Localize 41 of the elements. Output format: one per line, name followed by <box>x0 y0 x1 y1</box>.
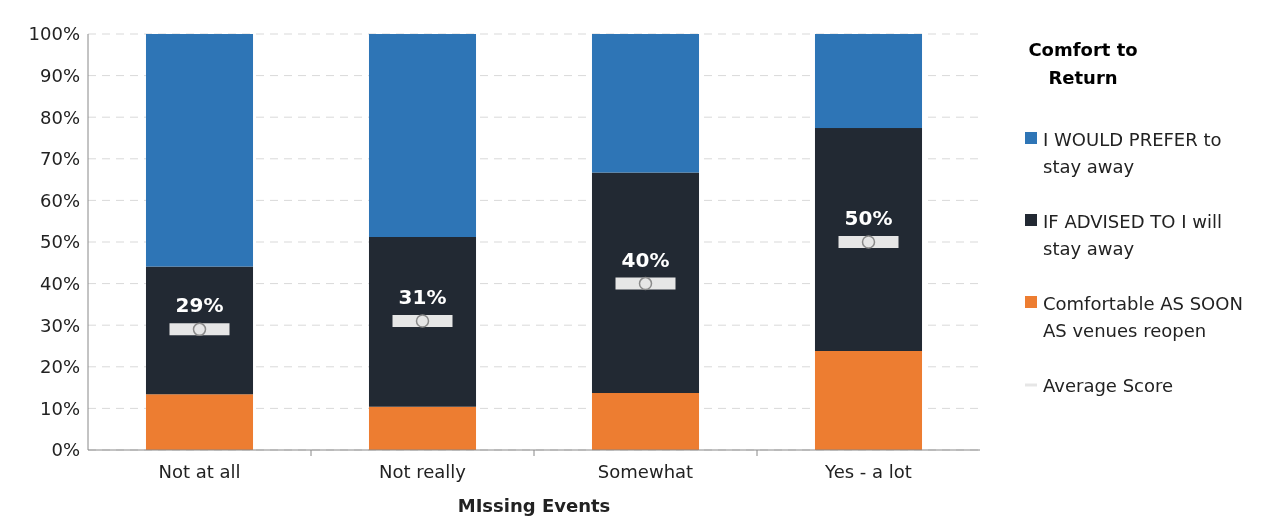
point <box>861 235 876 249</box>
point <box>192 322 207 337</box>
bar <box>368 34 477 238</box>
y-tick-label: 100% <box>28 23 80 45</box>
point <box>415 314 430 328</box>
legend-label: IF ADVISED TO I will stay away <box>1043 211 1222 259</box>
bar <box>591 172 700 394</box>
x-tick-label: Not at all <box>158 461 241 482</box>
x-tick-label: Somewhat <box>597 461 694 482</box>
y-tick-label: 50% <box>39 231 80 253</box>
legend-label: I WOULD PREFER to stay away <box>1043 129 1222 177</box>
legend-label: Comfortable AS SOON AS venues reopen <box>1043 293 1243 341</box>
bar <box>368 406 477 450</box>
x-axis-title: MIssing Events <box>457 495 611 516</box>
x-tick-label: Not really <box>378 461 467 482</box>
bar <box>814 34 923 129</box>
y-tick-label: 30% <box>39 314 80 336</box>
y-tick-label: 80% <box>39 106 80 128</box>
y-tick-label: 60% <box>39 189 80 211</box>
y-tick-label: 10% <box>39 397 80 419</box>
y-tick-label: 40% <box>39 272 80 294</box>
y-tick-label: 70% <box>39 148 80 170</box>
y-tick-label: 90% <box>39 64 80 86</box>
legend-title: Comfort to Return <box>1028 39 1138 88</box>
legend-label: Average Score <box>1043 375 1174 396</box>
y-tick-label: 0% <box>51 439 80 461</box>
data-label: 40% <box>621 247 670 272</box>
bar <box>814 128 923 351</box>
bar <box>368 237 477 407</box>
bar <box>591 34 700 173</box>
data-label: 31% <box>398 285 447 310</box>
bar <box>145 34 254 267</box>
data-label: 29% <box>175 293 224 318</box>
x-tick-label: Yes - a lot <box>824 461 912 482</box>
bar <box>145 394 254 450</box>
y-tick-label: 20% <box>39 356 80 378</box>
bar <box>145 266 254 395</box>
bar <box>814 350 923 450</box>
data-label: 50% <box>844 206 893 230</box>
bar <box>591 393 700 450</box>
point <box>638 276 653 291</box>
